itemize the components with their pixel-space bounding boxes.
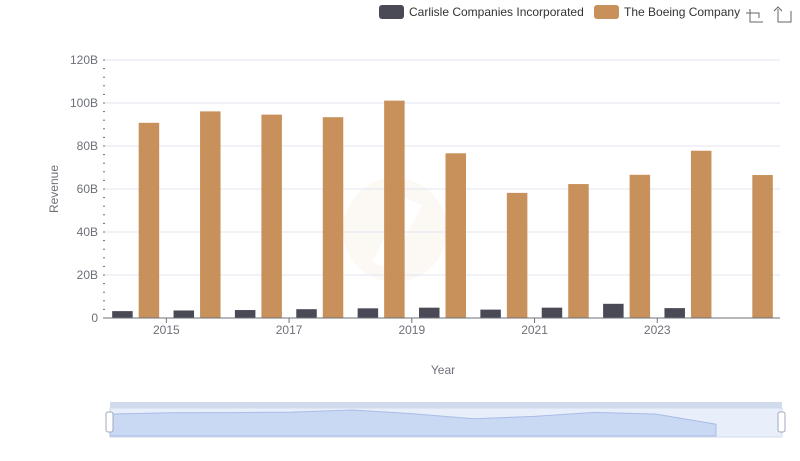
bar-boeing-2018[interactable] [384,100,405,318]
bar-boeing-2024[interactable] [752,175,773,318]
y-tick-label: 20B [77,268,98,282]
x-axis: 2015 2017 2019 2021 2023 [153,318,671,337]
bar-boeing-2014[interactable] [138,122,160,318]
bar-boeing-2015[interactable] [200,111,221,318]
bars [112,100,773,318]
y-tick-label: 40B [77,225,98,239]
x-tick-label: 2015 [153,323,180,337]
data-zoom-slider[interactable] [105,402,786,438]
data-zoom-handle-bar[interactable] [110,402,782,408]
x-axis-title: Year [431,363,455,377]
bar-carlisle-2018[interactable] [357,308,379,318]
bar-carlisle-2019[interactable] [419,307,440,318]
y-tick-label: 80B [77,139,98,153]
y-tick-label: 60B [77,182,98,196]
x-tick-label: 2017 [276,323,303,337]
x-tick-label: 2019 [398,323,425,337]
zoom-icon[interactable] [746,9,763,23]
bar-boeing-2017[interactable] [322,117,344,318]
bar-boeing-2019[interactable] [445,153,467,318]
y-tick-label: 100B [70,96,98,110]
bar-carlisle-2014[interactable] [112,311,133,318]
y-axis: 0 20B 40B 60B 80B 100B 120B [70,53,98,325]
legend-label-carlisle: Carlisle Companies Incorporated [409,5,584,19]
bar-carlisle-2020[interactable] [480,309,501,318]
legend-swatch-carlisle [379,5,404,19]
restore-icon[interactable] [773,6,792,23]
y-tick-label: 120B [70,53,98,67]
legend-swatch-boeing [594,5,619,19]
bar-carlisle-2017[interactable] [296,309,317,318]
bar-carlisle-2016[interactable] [234,310,256,318]
x-tick-label: 2021 [521,323,548,337]
bar-carlisle-2023[interactable] [664,308,685,318]
data-zoom-preview [109,409,717,437]
bar-boeing-2016[interactable] [261,114,282,318]
bar-carlisle-2022[interactable] [603,303,624,318]
bar-boeing-2023[interactable] [690,150,712,318]
legend: Carlisle Companies Incorporated The Boei… [379,5,740,19]
y-minor-ticks [103,59,105,319]
x-tick-label: 2023 [644,323,671,337]
data-zoom-right-handle[interactable] [777,411,786,433]
legend-item-boeing[interactable]: The Boeing Company [594,5,740,19]
legend-label-boeing: The Boeing Company [624,5,740,19]
bar-boeing-2021[interactable] [568,184,589,318]
bar-carlisle-2015[interactable] [173,310,195,318]
y-tick-label: 0 [91,311,98,325]
legend-item-carlisle[interactable]: Carlisle Companies Incorporated [379,5,584,19]
y-axis-title: Revenue [47,165,61,213]
bar-carlisle-2021[interactable] [541,307,563,318]
data-zoom-left-handle[interactable] [105,411,114,433]
bar-boeing-2022[interactable] [629,174,651,318]
bar-boeing-2020[interactable] [506,192,528,318]
